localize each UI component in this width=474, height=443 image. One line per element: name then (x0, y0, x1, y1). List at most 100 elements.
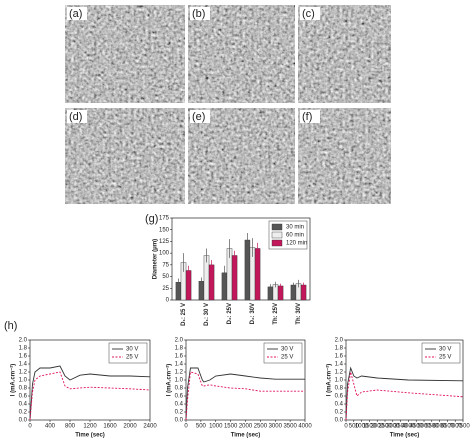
sem-image (65, 108, 185, 204)
x-tick-label: 1500 (363, 424, 377, 430)
line-series (29, 365, 151, 421)
y-tick-label: 1.6 (335, 354, 344, 360)
y-tick-label: 2.0 (335, 338, 344, 344)
y-tick-label: 0.4 (19, 402, 28, 408)
x-tick-label: D₂: 30V (250, 303, 256, 324)
y-tick-label: 75 (162, 262, 169, 268)
x-axis-label: Time (sec) (231, 433, 261, 439)
x-tick-label: 1500 (224, 424, 238, 430)
y-tick-label: 100 (159, 251, 170, 257)
y-tick-label: 0.4 (335, 402, 344, 408)
x-tick-label: 2000 (371, 424, 385, 430)
x-tick-label: 1600 (103, 424, 117, 430)
panel-label: (h) (4, 320, 17, 332)
legend-label: 120 min (286, 241, 307, 247)
y-tick-label: 1.0 (19, 378, 28, 384)
x-tick-label: Th: 25V (273, 303, 279, 325)
legend-label: 60 min (286, 233, 304, 239)
bar (208, 264, 215, 301)
y-axis-label: I (mA.cm⁻²) (166, 364, 173, 397)
label-box (67, 7, 87, 20)
legend-label: 25 V (126, 355, 138, 361)
x-tick-label: 400 (45, 424, 56, 430)
plot-frame (171, 217, 311, 301)
image-label: (e) (192, 111, 205, 123)
x-axis-label: Time (sec) (75, 433, 105, 439)
x-tick-label: 1000 (209, 424, 223, 430)
line-series (29, 371, 151, 421)
y-tick-label: 125 (159, 239, 170, 245)
y-axis-label: I (mA.cm⁻²) (10, 364, 17, 397)
bar (231, 255, 238, 301)
bar (244, 239, 251, 301)
y-tick-label: 1.2 (335, 370, 344, 376)
legend-label: 30 min (286, 225, 304, 231)
x-tick-label: 4500 (410, 424, 424, 430)
bar (254, 248, 261, 301)
y-tick-label: 0.0 (335, 418, 344, 424)
y-tick-label: 1.4 (19, 362, 28, 368)
x-tick-label: 2500 (254, 424, 268, 430)
legend-label: 25 V (281, 355, 293, 361)
x-tick-label: 1000 (355, 424, 369, 430)
image-label: (d) (69, 111, 82, 123)
y-tick-label: 1.6 (175, 354, 184, 360)
x-tick-label: Th: 30V (296, 303, 302, 325)
legend-swatch (271, 239, 283, 247)
legend-label: 30 V (439, 347, 451, 353)
y-tick-label: 175 (159, 216, 170, 222)
x-axis-label: Time (sec) (390, 433, 420, 439)
x-tick-label: 7000 (449, 424, 463, 430)
y-tick-label: 1.2 (19, 370, 28, 376)
x-tick-label: D₁: 25 V (181, 303, 187, 326)
x-tick-label: 3000 (269, 424, 283, 430)
image-label: (a) (69, 8, 82, 20)
x-tick-label: 0 (28, 424, 32, 430)
y-tick-label: 1.2 (175, 370, 184, 376)
x-tick-label: 4000 (402, 424, 416, 430)
label-box (300, 110, 320, 123)
y-tick-label: 0.8 (335, 386, 344, 392)
y-tick-label: 0.4 (175, 402, 184, 408)
sem-image (298, 5, 391, 103)
x-tick-label: 500 (196, 424, 207, 430)
x-tick-label: 2000 (123, 424, 137, 430)
x-tick-label: 7500 (456, 424, 470, 430)
line-series (345, 366, 464, 421)
sem-image (188, 108, 295, 204)
y-tick-label: 1.0 (175, 378, 184, 384)
y-tick-label: 2.0 (19, 338, 28, 344)
x-tick-label: 0 (344, 424, 348, 430)
image-label: (c) (302, 8, 315, 20)
y-tick-label: 2.0 (175, 338, 184, 344)
label-box (190, 110, 210, 123)
label-box (190, 7, 210, 20)
y-tick-label: 1.8 (335, 346, 344, 352)
y-axis-label: Diameter (μm) (153, 239, 159, 279)
y-tick-label: 0.2 (175, 410, 184, 416)
y-tick-label: 0.8 (175, 386, 184, 392)
x-tick-label: 2400 (143, 424, 157, 430)
y-tick-label: 0.0 (175, 418, 184, 424)
panel-label: (g) (145, 213, 158, 225)
x-tick-label: 5000 (417, 424, 431, 430)
x-tick-label: 3500 (394, 424, 408, 430)
legend-box (263, 342, 303, 364)
y-tick-label: 0.6 (335, 394, 344, 400)
x-tick-label: 3500 (283, 424, 297, 430)
x-tick-label: 2500 (378, 424, 392, 430)
x-tick-label: D₁: 30 V (204, 303, 210, 326)
y-tick-label: 0.8 (19, 386, 28, 392)
line-series (185, 371, 305, 421)
y-tick-label: 0.6 (19, 394, 28, 400)
x-tick-label: 6000 (433, 424, 447, 430)
x-tick-label: 800 (65, 424, 76, 430)
label-box (67, 110, 87, 123)
y-tick-label: 0.2 (335, 410, 344, 416)
x-tick-label: 5500 (425, 424, 439, 430)
y-tick-label: 25 (162, 286, 169, 292)
x-tick-label: 3000 (386, 424, 400, 430)
y-tick-label: 50 (162, 274, 169, 280)
y-tick-label: 1.6 (19, 354, 28, 360)
